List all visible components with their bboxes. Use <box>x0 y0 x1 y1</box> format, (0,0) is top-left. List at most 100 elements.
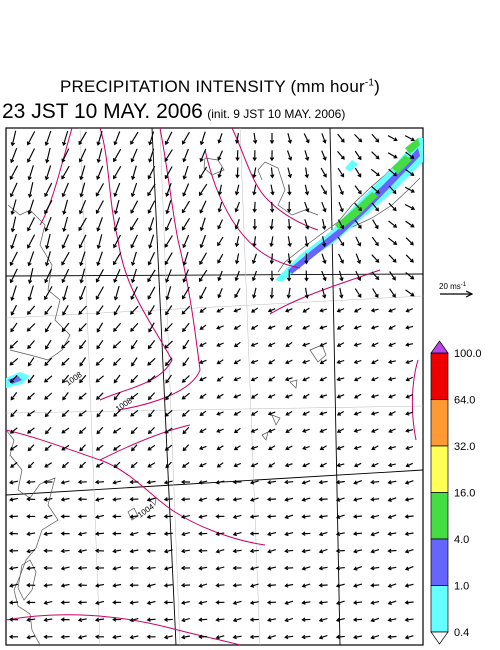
wind-arrow <box>44 165 52 181</box>
wind-arrow <box>130 131 139 145</box>
wind-arrow <box>79 357 86 367</box>
wind-arrow <box>180 479 190 485</box>
wind-arrow <box>181 200 190 214</box>
wind-arrow <box>319 445 327 451</box>
wind-arrow <box>388 342 396 347</box>
wind-arrow <box>163 514 173 519</box>
wind-arrow <box>304 253 309 265</box>
isobar <box>99 424 191 461</box>
wind-arrow <box>371 271 380 281</box>
wind-arrow <box>252 167 257 179</box>
wind-arrow <box>302 325 310 330</box>
wind-arrow <box>269 201 275 213</box>
wind-arrow <box>371 428 379 433</box>
wind-arrow <box>355 236 362 247</box>
wind-arrow <box>387 135 398 142</box>
wind-arrow <box>112 548 122 554</box>
wind-arrow <box>130 234 138 249</box>
wind-arrow <box>319 376 327 382</box>
wind-arrow <box>284 394 293 399</box>
wind-arrow <box>318 583 328 588</box>
wind-arrow <box>148 217 155 232</box>
wind-arrow <box>60 480 70 485</box>
wind-arrow <box>10 409 18 418</box>
wind-arrow <box>182 251 189 266</box>
wind-arrow <box>249 600 259 605</box>
wind-arrow <box>387 480 397 485</box>
wind-arrow <box>404 531 414 537</box>
wind-arrow <box>370 549 380 554</box>
wind-arrow <box>10 285 17 302</box>
wind-arrow <box>113 182 121 198</box>
wind-arrow <box>10 130 17 147</box>
wind-arrow <box>77 497 87 502</box>
wind-arrow <box>353 480 362 485</box>
wind-arrow <box>27 374 35 384</box>
wind-arrow <box>96 409 104 418</box>
colorbar-swatch <box>430 352 449 400</box>
wind-arrow <box>269 150 275 162</box>
grid-line <box>79 128 101 645</box>
wind-arrow <box>370 394 379 399</box>
wind-arrow <box>26 217 36 232</box>
wind-arrow <box>404 549 414 554</box>
wind-arrow <box>163 497 173 502</box>
wind-arrow <box>147 375 156 383</box>
wind-arrow <box>320 185 327 195</box>
wind-arrow <box>95 183 105 197</box>
wind-arrow <box>27 392 35 400</box>
wind-arrow <box>318 497 328 502</box>
wind-arrow <box>198 634 208 639</box>
ryukyu-islands <box>261 344 327 441</box>
wind-arrow <box>129 548 139 554</box>
korea-coast <box>7 204 71 361</box>
wind-arrow <box>353 445 362 451</box>
wind-arrow <box>388 237 398 245</box>
wind-arrow <box>130 182 138 198</box>
wind-arrow <box>95 375 104 383</box>
wind-arrow <box>319 462 327 468</box>
wind-arrow <box>302 359 310 365</box>
wind-arrow <box>130 268 137 284</box>
wind-arrow <box>10 322 18 333</box>
wind-arrow <box>232 548 242 554</box>
wind-arrow <box>79 268 86 284</box>
wind-arrow <box>96 251 103 267</box>
reference-arrow-head <box>465 290 474 298</box>
wind-arrow <box>78 410 87 417</box>
wind-arrow <box>198 548 208 554</box>
wind-arrow <box>249 634 259 640</box>
wind-arrow <box>249 480 259 485</box>
wind-arrow <box>304 201 310 213</box>
wind-arrow <box>61 444 70 451</box>
wind-arrow <box>10 233 17 250</box>
wind-arrow <box>251 253 257 265</box>
wind-arrow <box>404 135 415 142</box>
valid-time: 23 JST 10 MAY. 2006 <box>2 100 203 123</box>
wind-arrow <box>284 600 294 605</box>
wind-arrow <box>163 549 173 554</box>
wind-arrow <box>287 201 292 213</box>
wind-arrow <box>199 462 207 468</box>
wind-arrow <box>27 199 35 215</box>
wind-arrow <box>199 428 207 433</box>
wind-arrow <box>43 600 53 605</box>
wind-arrow <box>371 342 379 347</box>
wind-arrow <box>44 268 53 284</box>
wind-arrow <box>335 531 345 537</box>
wind-arrow <box>266 497 277 502</box>
wind-arrow <box>217 167 223 179</box>
wind-arrow <box>319 411 328 416</box>
wind-arrow <box>61 427 70 434</box>
wind-arrow <box>77 548 87 554</box>
wind-arrow <box>130 427 138 435</box>
wind-arrow <box>113 148 122 163</box>
wind-arrow <box>95 497 105 502</box>
wind-arrow <box>320 167 327 178</box>
wind-arrow <box>43 548 53 553</box>
wind-arrow <box>26 549 36 554</box>
wind-arrow <box>148 131 155 146</box>
colorbar-label: 16.0 <box>454 488 475 500</box>
wind-arrow <box>44 305 53 316</box>
wind-arrow <box>198 617 208 622</box>
